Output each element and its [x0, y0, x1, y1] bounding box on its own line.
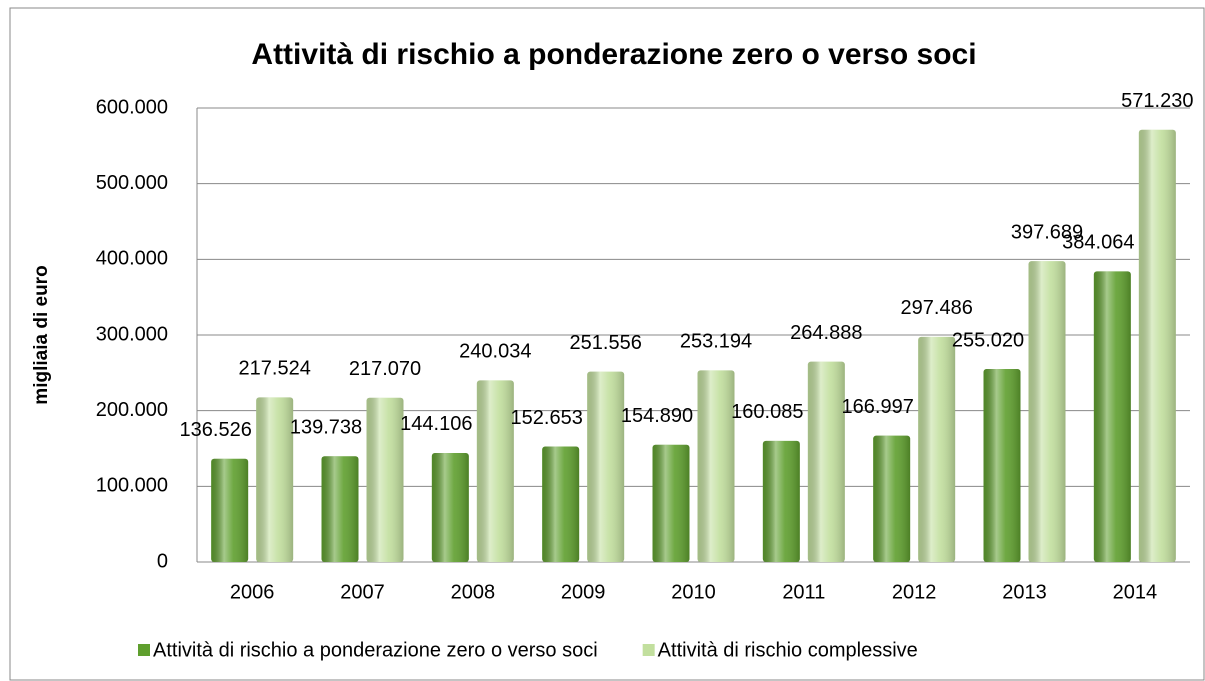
x-tick-label: 2009: [561, 581, 606, 603]
y-tick-label: 600.000: [96, 96, 168, 118]
data-label: 253.194: [680, 331, 752, 353]
bar-shine: [321, 456, 359, 562]
bar-shine: [652, 444, 690, 562]
data-label: 251.556: [570, 332, 642, 354]
x-tick-label: 2007: [340, 581, 385, 603]
data-label: 264.888: [790, 322, 862, 344]
data-label: 144.106: [400, 413, 472, 435]
bar-shine: [211, 458, 249, 562]
x-tick-label: 2011: [782, 581, 825, 603]
y-tick-label: 200.000: [96, 399, 168, 421]
bar-shine: [542, 446, 580, 562]
x-tick-label: 2013: [1002, 581, 1047, 603]
legend-label: Attività di rischio a ponderazione zero …: [153, 639, 598, 661]
bar-shine: [873, 435, 911, 562]
data-label: 571.230: [1121, 90, 1193, 112]
data-label: 166.997: [842, 396, 914, 418]
data-label: 240.034: [459, 341, 531, 363]
x-tick-label: 2006: [230, 581, 275, 603]
bar-shine: [431, 452, 469, 562]
y-tick-label: 300.000: [96, 323, 168, 345]
bar-shine: [983, 369, 1021, 562]
data-label: 160.085: [731, 401, 803, 423]
bar-shine: [807, 361, 845, 562]
data-label: 136.526: [180, 419, 252, 441]
chart-frame: [9, 7, 1205, 681]
bar-shine: [918, 336, 956, 562]
data-label: 297.486: [901, 297, 973, 319]
y-tick-label: 500.000: [96, 172, 168, 194]
x-tick-label: 2014: [1113, 581, 1158, 603]
x-tick-label: 2010: [671, 581, 716, 603]
bar-shine: [762, 440, 800, 562]
bar-shine: [256, 397, 294, 562]
data-label: 154.890: [621, 405, 693, 427]
bar-shine: [476, 380, 514, 562]
chart-title: Attività di rischio a ponderazione zero …: [251, 38, 976, 71]
data-label: 217.524: [239, 358, 311, 380]
data-label: 139.738: [290, 417, 362, 439]
y-tick-label: 100.000: [96, 475, 168, 497]
bar-shine: [1138, 129, 1176, 563]
bar-shine: [587, 371, 625, 562]
data-label: 255.020: [952, 329, 1024, 351]
y-tick-label: 400.000: [96, 248, 168, 270]
x-tick-label: 2012: [892, 581, 937, 603]
bar-shine: [1093, 271, 1131, 562]
legend-swatch: [138, 644, 150, 656]
y-axis-title: migliaia di euro: [31, 265, 52, 404]
x-tick-label: 2008: [451, 581, 496, 603]
y-tick-label: 0: [157, 550, 168, 572]
legend-swatch: [642, 644, 655, 656]
bar-shine: [1028, 261, 1066, 562]
bar-shine: [697, 370, 735, 562]
data-label: 384.064: [1062, 232, 1134, 254]
legend-label: Attività di rischio complessive: [658, 639, 918, 661]
data-label: 397.689: [1011, 221, 1083, 243]
data-label: 152.653: [511, 407, 583, 429]
bar-shine: [366, 397, 404, 562]
data-label: 217.070: [349, 358, 421, 380]
